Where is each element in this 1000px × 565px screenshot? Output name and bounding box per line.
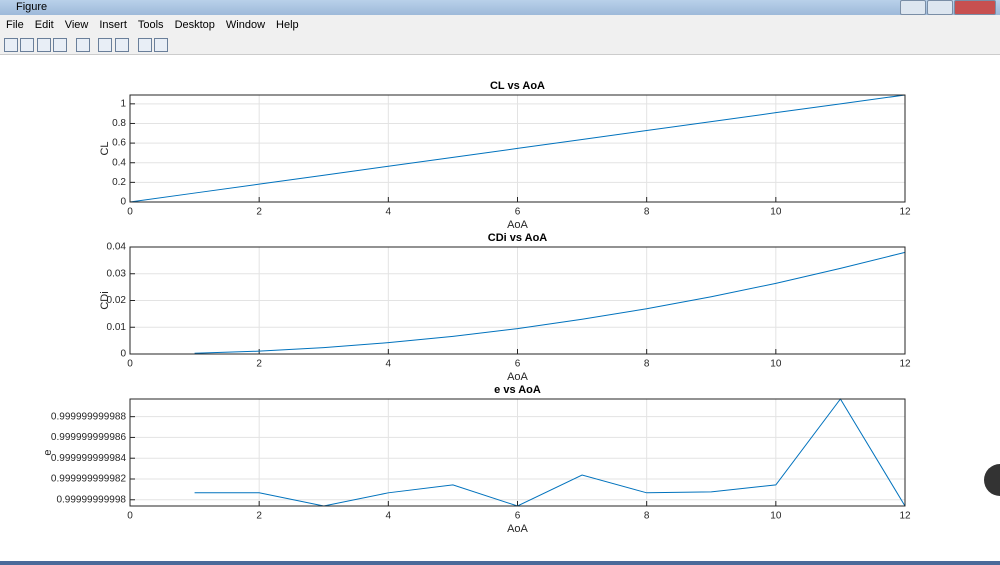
y-tick-label: 0.999999999982 [51,474,127,485]
x-tick-label: 2 [256,511,262,522]
axes-box [129,94,906,203]
title-bar: Figure [0,0,1000,15]
y-axis-label: e [42,449,54,455]
x-tick-label: 10 [770,511,782,522]
x-tick-label: 0 [127,207,133,218]
x-tick-label: 8 [644,511,650,522]
axes-box [129,246,906,355]
y-tick-label: 0.6 [112,138,126,149]
menu-bar: File Edit View Insert Tools Desktop Window Help [0,15,1000,34]
data-line [129,94,906,203]
x-tick-label: 0 [127,511,133,522]
y-axis-label: CL [99,141,111,155]
y-tick-label: 0.8 [112,118,126,129]
menu-item[interactable]: Help [276,18,299,31]
window-title: Figure [16,1,48,13]
x-tick-label: 8 [644,359,650,370]
figure: 0 2 4 6 8 10 12 0 0.2 0.4 0.6 0.8 1 CL vs AoA AoA CL 0 2 4… [42,80,1000,535]
maximize-button[interactable] [927,0,953,15]
property-button[interactable] [154,38,168,52]
y-tick-label: 0.4 [112,157,126,168]
x-tick-label: 10 [770,207,782,218]
taskbar-edge [0,561,1000,565]
x-tick-label: 4 [386,511,392,522]
print-button[interactable] [53,38,67,52]
y-tick-label: 0 [120,197,126,208]
x-tick-label: 6 [515,511,521,522]
x-tick-label: 0 [127,359,133,370]
x-tick-label: 4 [386,359,392,370]
chart-title: CDi vs AoA [488,232,548,244]
y-tick-label: 0.999999999984 [51,453,127,464]
y-tick-label: 0.99999999998 [56,494,126,505]
open-button[interactable] [20,38,34,52]
chart-title: CL vs AoA [490,80,545,92]
y-tick-label: 0.01 [107,322,127,333]
y-tick-label: 0.999999999986 [51,432,127,443]
x-tick-label: 2 [256,207,262,218]
y-tick-label: 0.02 [107,295,127,306]
x-tick-label: 6 [515,207,521,218]
close-button[interactable] [954,0,996,15]
data-line [194,398,906,507]
edit-plot-button[interactable] [138,38,152,52]
y-tick-label: 0.04 [107,242,127,253]
x-tick-label: 6 [515,359,521,370]
menu-item[interactable]: Desktop [174,18,215,31]
x-tick-label: 12 [899,511,911,522]
menu-item[interactable]: Window [225,18,266,31]
side-button[interactable] [984,464,1000,496]
x-axis-label: AoA [507,219,528,231]
new-button[interactable] [4,38,18,52]
y-tick-label: 1 [120,98,126,109]
colorbar-button[interactable] [98,38,112,52]
chart-title: e vs AoA [494,384,541,396]
menu-item[interactable]: Tools [137,18,164,31]
y-tick-label: 0.2 [112,177,126,188]
y-tick-label: 0.03 [107,268,127,279]
x-tick-label: 12 [899,359,911,370]
data-line [194,251,906,354]
menu-item[interactable]: File [6,18,24,31]
x-tick-label: 4 [386,207,392,218]
save-button[interactable] [37,38,51,52]
link-button[interactable] [76,38,90,52]
x-tick-label: 12 [899,207,911,218]
x-tick-label: 2 [256,359,262,370]
y-tick-label: 0.999999999988 [51,411,127,422]
menu-item[interactable]: View [64,18,89,31]
minimize-button[interactable] [900,0,926,15]
window-controls [900,0,996,15]
x-axis-label: AoA [507,371,528,383]
menu-item[interactable]: Edit [34,18,54,31]
y-axis-label: CDi [99,291,111,309]
x-tick-label: 8 [644,207,650,218]
x-tick-label: 10 [770,359,782,370]
toolbar [0,34,1000,55]
menu-item[interactable]: Insert [99,18,127,31]
legend-button[interactable] [115,38,129,52]
y-tick-label: 0 [120,349,126,360]
axes-box [129,398,906,507]
x-axis-label: AoA [507,523,528,535]
